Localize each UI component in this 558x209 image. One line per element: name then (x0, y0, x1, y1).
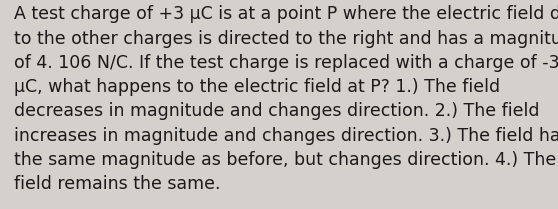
Text: A test charge of +3 μC is at a point P where the electric field due
to the other: A test charge of +3 μC is at a point P w… (14, 5, 558, 193)
